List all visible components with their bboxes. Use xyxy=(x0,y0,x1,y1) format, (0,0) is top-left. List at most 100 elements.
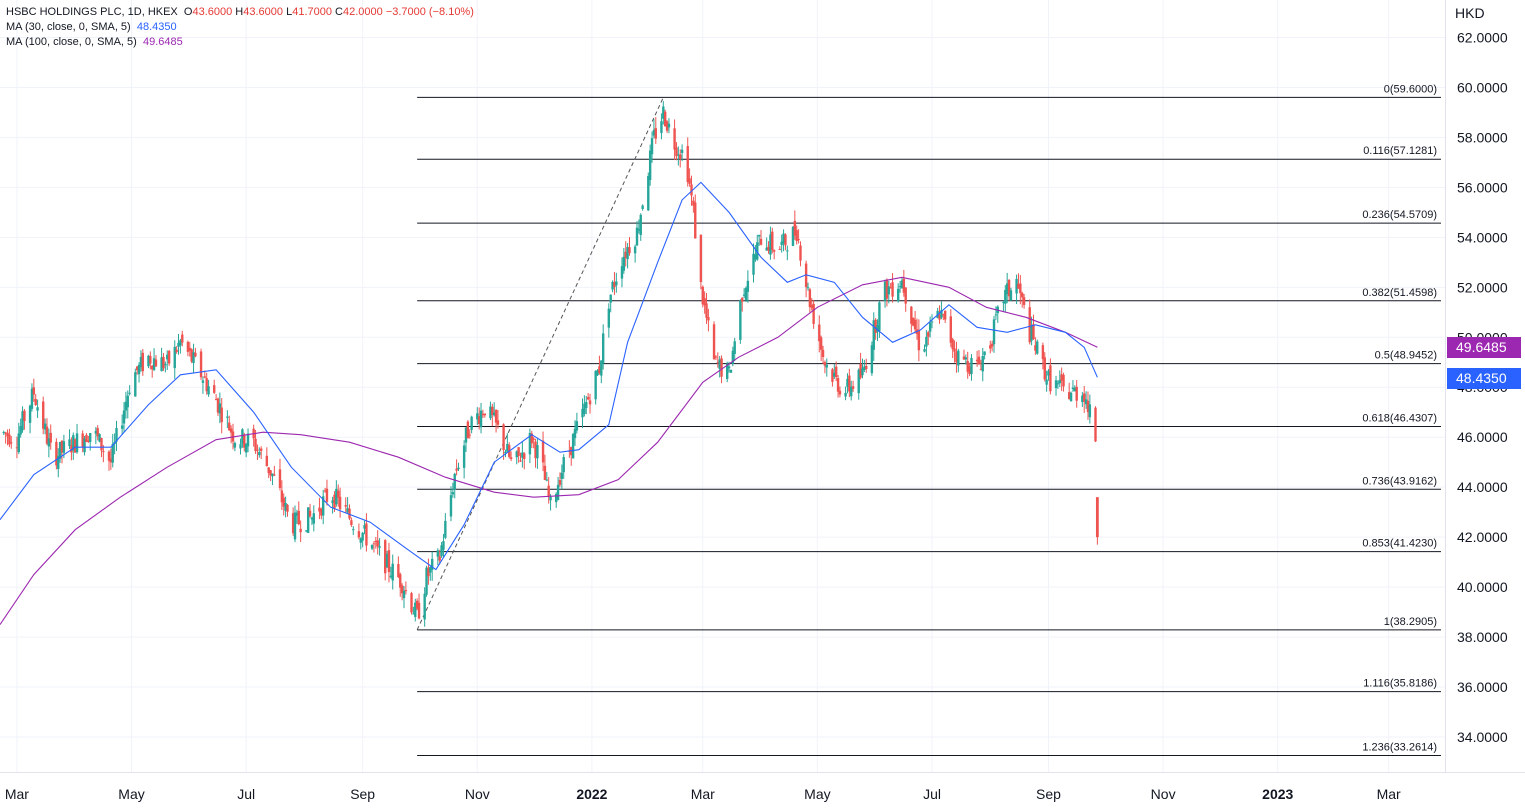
candle-body xyxy=(111,443,114,463)
candle-body xyxy=(545,479,549,481)
candle-body xyxy=(295,512,299,516)
candle-body xyxy=(1002,302,1005,304)
candle-body xyxy=(346,508,349,513)
candle-body xyxy=(848,375,851,392)
candle-body xyxy=(372,543,376,545)
candle-body xyxy=(305,530,308,532)
candle-body xyxy=(1022,297,1026,305)
candle-body xyxy=(98,434,101,442)
price-axis-panel xyxy=(1445,0,1525,810)
candle-body xyxy=(799,245,802,261)
ma100-price-badge: 49.6485 xyxy=(1447,337,1521,359)
candle-body xyxy=(399,574,402,588)
candle-body xyxy=(321,496,325,516)
candle-body xyxy=(462,445,466,468)
ma100-label: MA (100, close, 0, SMA, 5) xyxy=(6,36,137,48)
candle-body xyxy=(365,523,368,546)
candle-body xyxy=(492,412,496,416)
candle-body xyxy=(1075,386,1078,401)
candle-body xyxy=(891,282,894,297)
candle-body xyxy=(955,352,958,363)
candle-body xyxy=(166,354,169,360)
candle-body xyxy=(896,288,900,302)
candle-body xyxy=(186,341,190,352)
candle-body xyxy=(725,363,729,379)
price-tick-label: 36.0000 xyxy=(1457,679,1508,695)
candle-body xyxy=(586,397,590,400)
candle-body xyxy=(756,242,759,260)
candle-body xyxy=(688,178,691,184)
candle-body xyxy=(68,439,71,447)
candle-body xyxy=(541,440,545,463)
candle-body xyxy=(519,460,522,462)
candle-body xyxy=(1067,392,1071,400)
time-axis-panel xyxy=(0,772,1525,810)
candle-body xyxy=(865,365,868,370)
candle-body xyxy=(872,320,875,350)
ma30-legend[interactable]: MA (30, close, 0, SMA, 5) 48.4350 xyxy=(6,20,474,35)
candle-body xyxy=(190,349,193,362)
time-tick-label: May xyxy=(118,786,144,802)
fib-level-label: 0.382(51.4598) xyxy=(1362,287,1437,299)
candle-body xyxy=(611,281,614,290)
candle-body xyxy=(175,349,178,353)
candle-body xyxy=(58,441,62,459)
candle-body xyxy=(43,423,47,430)
candle-body xyxy=(808,289,812,308)
candle-body xyxy=(970,357,973,375)
candle-body xyxy=(1004,289,1007,304)
candle-body xyxy=(857,369,860,394)
candle-body xyxy=(494,409,498,423)
candle-body xyxy=(692,200,695,206)
candle-body xyxy=(977,356,981,365)
ma100-line xyxy=(0,276,1098,625)
candle-body xyxy=(968,366,971,374)
price-tick-label: 56.0000 xyxy=(1457,179,1508,195)
candle-body xyxy=(412,613,415,615)
candle-body xyxy=(100,438,103,451)
candle-body xyxy=(423,593,426,620)
fib-level-label: 0.236(54.5709) xyxy=(1362,209,1437,221)
candle-body xyxy=(633,246,637,254)
candle-body xyxy=(192,352,195,364)
candle-body xyxy=(141,352,145,372)
candle-body xyxy=(677,154,680,156)
candle-body xyxy=(476,413,479,420)
candle-body xyxy=(878,302,881,331)
candle-body xyxy=(297,510,300,525)
candle-body xyxy=(626,247,629,260)
candle-body xyxy=(660,121,663,134)
candle-body xyxy=(836,378,840,392)
candle-body xyxy=(885,279,889,299)
ma100-legend[interactable]: MA (100, close, 0, SMA, 5) 49.6485 xyxy=(6,35,474,50)
price-tick-label: 58.0000 xyxy=(1457,129,1508,145)
candle-body xyxy=(481,413,485,416)
candle-body xyxy=(838,390,842,395)
candle-body xyxy=(739,300,742,340)
candle-body xyxy=(714,356,718,358)
candle-body xyxy=(286,504,289,512)
candle-body xyxy=(271,473,274,477)
candle-body xyxy=(701,286,704,305)
candle-body xyxy=(312,513,316,524)
candle-body xyxy=(966,361,969,372)
ma100-value: 49.6485 xyxy=(142,36,183,48)
candle-body xyxy=(628,247,631,254)
candle-body xyxy=(673,128,676,150)
candle-body xyxy=(583,403,586,415)
candle-body xyxy=(239,444,242,449)
candle-body xyxy=(887,286,890,295)
candle-body xyxy=(927,332,930,337)
candle-body xyxy=(825,364,828,368)
candle-body xyxy=(338,496,342,510)
time-tick-label: Nov xyxy=(465,786,490,802)
candle-body xyxy=(278,469,282,488)
candle-body xyxy=(833,372,836,377)
candle-body xyxy=(457,467,460,470)
candle-body xyxy=(120,425,124,429)
candle-body xyxy=(874,319,877,333)
candle-body xyxy=(1069,392,1073,402)
candle-body xyxy=(427,567,430,577)
